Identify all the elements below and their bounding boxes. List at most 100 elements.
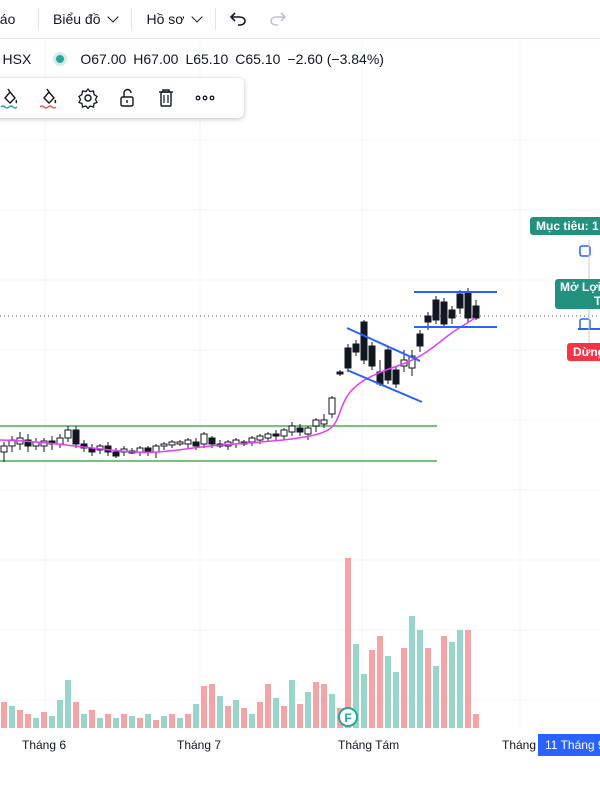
candle-body bbox=[352, 343, 360, 353]
top-toolbar: báo Biểu đồ Hồ sơ bbox=[0, 0, 600, 39]
candle-body bbox=[320, 419, 328, 425]
stop-label: Dừng bbox=[573, 345, 600, 359]
candle-body bbox=[288, 425, 296, 433]
chart-menu-label: Biểu đồ bbox=[53, 11, 101, 27]
settings-button[interactable] bbox=[68, 78, 107, 118]
volume-bar bbox=[1, 702, 7, 728]
candle-body bbox=[200, 433, 208, 445]
x-axis-label: Tháng 7 bbox=[177, 738, 222, 752]
candle-body bbox=[64, 429, 72, 439]
candle-body bbox=[112, 451, 120, 457]
volume-bar bbox=[217, 696, 223, 728]
profile-menu-button[interactable]: Hồ sơ bbox=[132, 0, 215, 38]
volume-bar bbox=[57, 700, 63, 728]
candle-body bbox=[344, 347, 352, 369]
volume-bar bbox=[457, 630, 463, 728]
candle-body bbox=[296, 427, 304, 433]
volume-bar bbox=[97, 718, 103, 728]
stop-tag[interactable]: Dừng bbox=[567, 343, 600, 361]
volume-bar bbox=[201, 686, 207, 728]
volume-bar bbox=[233, 700, 239, 728]
x-axis-label: Tháng 6 bbox=[22, 738, 67, 752]
volume-bar bbox=[345, 558, 351, 728]
x-axis-label: Tháng Tám bbox=[338, 738, 400, 752]
alerts-button[interactable]: báo bbox=[0, 0, 28, 38]
fill-brush-icon bbox=[39, 88, 56, 109]
volume-bar bbox=[385, 656, 391, 728]
candle-body bbox=[336, 371, 344, 375]
chart-menu-button[interactable]: Biểu đồ bbox=[39, 0, 131, 38]
divider bbox=[215, 8, 217, 30]
volume-bar bbox=[169, 714, 175, 728]
legend-change: −2.60 (−3.84%) bbox=[287, 51, 384, 67]
volume-bar bbox=[273, 698, 279, 728]
ratio-label: Tỷ bbox=[593, 294, 600, 308]
volume-bar bbox=[281, 706, 287, 728]
volume-bar bbox=[353, 644, 359, 728]
volume-bar bbox=[105, 714, 111, 728]
volume-bar bbox=[225, 706, 231, 728]
earnings-event-icon[interactable] bbox=[338, 707, 358, 727]
volume-bar bbox=[113, 718, 119, 728]
volume-bar bbox=[17, 710, 23, 728]
candle-body bbox=[384, 349, 392, 381]
undo-button[interactable] bbox=[218, 0, 258, 38]
legend-low: L65.10 bbox=[185, 51, 229, 67]
volume-bar bbox=[321, 684, 327, 728]
price-chart[interactable]: F bbox=[0, 40, 600, 730]
trash-icon bbox=[158, 89, 173, 107]
volume-bar bbox=[145, 714, 151, 728]
chevron-down-icon bbox=[191, 11, 204, 23]
volume-bar bbox=[409, 616, 415, 728]
candle-body bbox=[72, 429, 80, 445]
candle-body bbox=[312, 419, 320, 427]
open-ratio-tag[interactable]: Mở Lợi Tỷ bbox=[555, 279, 600, 309]
candle-body bbox=[136, 447, 144, 453]
volume-bar bbox=[433, 666, 439, 728]
undo-icon bbox=[230, 12, 247, 26]
candle-body bbox=[208, 437, 216, 445]
legend-close: C65.10 bbox=[235, 51, 281, 67]
candle-body bbox=[24, 439, 32, 447]
lock-button[interactable] bbox=[107, 78, 146, 118]
candle-body bbox=[304, 427, 312, 435]
channel-upper-line[interactable] bbox=[346, 327, 421, 362]
volume-bar bbox=[441, 636, 447, 728]
redo-button[interactable] bbox=[258, 0, 298, 38]
candle-body bbox=[448, 309, 456, 319]
unlock-icon bbox=[119, 88, 134, 107]
settings-gear-icon bbox=[77, 87, 98, 109]
candlesticks bbox=[0, 288, 480, 462]
candle-body bbox=[464, 291, 472, 319]
volume-bar bbox=[465, 630, 471, 728]
redo-icon bbox=[270, 12, 287, 26]
brush-button[interactable] bbox=[0, 78, 29, 118]
candle-body bbox=[424, 315, 432, 323]
target-handle[interactable] bbox=[579, 245, 591, 257]
volume-bar bbox=[185, 714, 191, 728]
candle-body bbox=[144, 447, 152, 453]
delete-button[interactable] bbox=[146, 78, 185, 118]
x-axis-label: Tháng bbox=[502, 738, 537, 752]
fill-brush-button[interactable] bbox=[29, 78, 68, 118]
moving-average-line bbox=[0, 317, 476, 454]
volume-bar bbox=[425, 648, 431, 728]
candle-body bbox=[456, 293, 464, 309]
brush-icon bbox=[0, 88, 17, 109]
chevron-down-icon bbox=[107, 11, 120, 23]
legend-open: O67.00 bbox=[80, 51, 127, 67]
symbol-legend: · HSX O67.00 H67.00 L65.10 C65.10 −2.60 … bbox=[0, 48, 391, 70]
candle-body bbox=[328, 397, 336, 415]
volume-bar bbox=[249, 714, 255, 728]
volume-bar bbox=[313, 682, 319, 728]
volume-bar bbox=[121, 714, 127, 728]
candle-body bbox=[152, 445, 160, 453]
divider bbox=[38, 8, 39, 30]
volume-bar bbox=[177, 718, 183, 728]
candle-body bbox=[360, 321, 368, 361]
symbol-name[interactable]: · HSX bbox=[0, 51, 32, 67]
more-button[interactable] bbox=[185, 78, 224, 118]
channel-lower-line[interactable] bbox=[346, 369, 423, 403]
volume-bar bbox=[377, 636, 383, 728]
target-tag[interactable]: Mục tiêu: 1 bbox=[530, 217, 600, 235]
